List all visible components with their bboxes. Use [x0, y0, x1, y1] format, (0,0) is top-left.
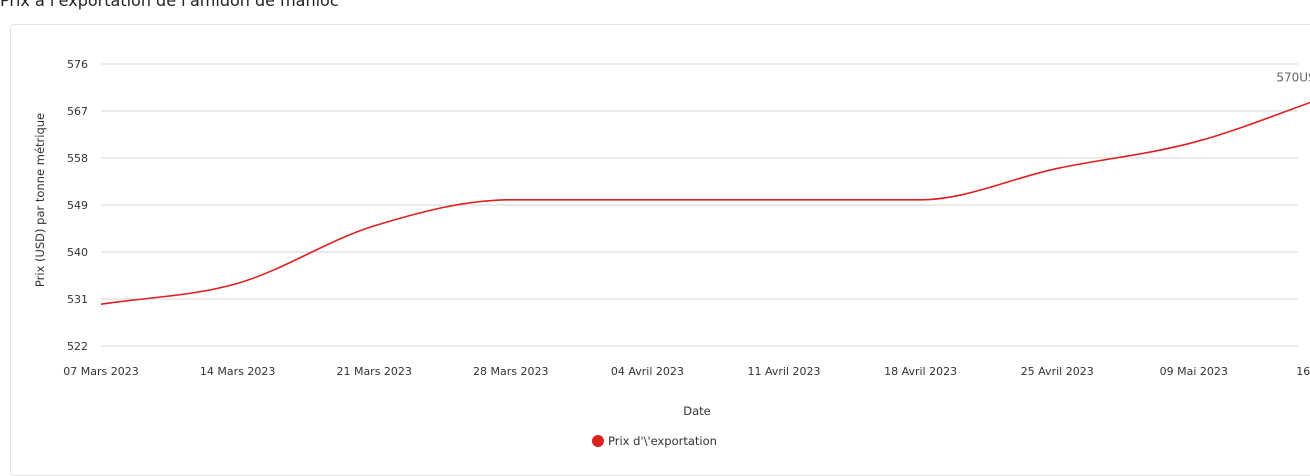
- chart-card: [10, 24, 1310, 476]
- legend-label: Prix d'\'exportation: [608, 434, 717, 448]
- x-tick-label: 11 Avril 2023: [747, 365, 820, 378]
- x-tick-label: 07 Mars 2023: [63, 365, 138, 378]
- y-tick-label: 576: [67, 58, 88, 71]
- x-tick-labels: 07 Mars 2023 14 Mars 2023 21 Mars 2023 28 M…: [63, 365, 1310, 378]
- y-tick-labels: 522 531 540 549 558 567 576: [67, 58, 88, 353]
- y-tick-label: 531: [67, 293, 88, 306]
- page-title: Prix à l'exportation de l'amidon de mani…: [0, 0, 339, 10]
- y-tick-label: 540: [67, 246, 88, 259]
- legend[interactable]: Prix d'\'exportation: [592, 434, 717, 448]
- x-tick-label: 25 Avril 2023: [1021, 365, 1094, 378]
- legend-marker: [592, 435, 604, 447]
- x-tick-label: 28 Mars 2023: [473, 365, 548, 378]
- x-tick-label: 21 Mars 2023: [336, 365, 411, 378]
- x-axis-title: Date: [683, 404, 711, 418]
- y-axis-title: Prix (USD) par tonne métrique: [33, 113, 47, 287]
- gridlines: [101, 63, 1298, 347]
- y-tick-label: 549: [67, 199, 88, 212]
- x-tick-label: 09 Mai 2023: [1160, 365, 1228, 378]
- series-line[interactable]: [100, 95, 1310, 306]
- y-tick-label: 567: [67, 105, 88, 118]
- line-chart: 522 531 540 549 558 567 576 07 Mars 2023 14 Mar…: [33, 58, 1310, 448]
- x-tick-label: 16 Mai 2023: [1296, 365, 1310, 378]
- y-tick-label: 522: [67, 340, 88, 353]
- x-tick-label: 18 Avril 2023: [884, 365, 957, 378]
- series-lines: [100, 95, 1310, 306]
- y-tick-label: 558: [67, 152, 88, 165]
- x-tick-label: 04 Avril 2023: [611, 365, 684, 378]
- x-tick-label: 14 Mars 2023: [200, 365, 275, 378]
- end-value-label: 570USD/t: [1276, 70, 1310, 84]
